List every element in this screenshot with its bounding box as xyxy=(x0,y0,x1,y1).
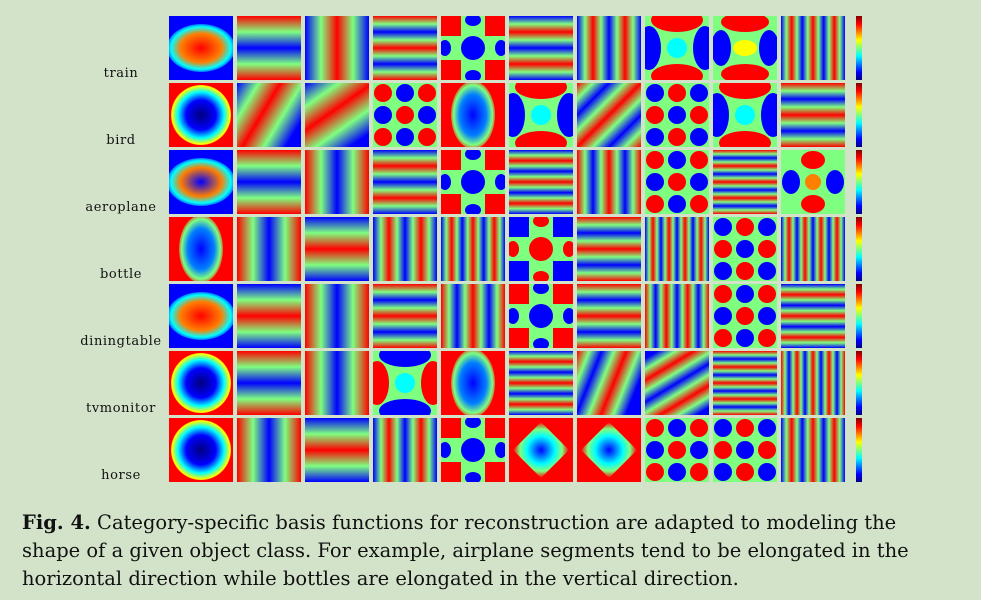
basis-function-tile xyxy=(645,351,709,415)
basis-function-tile xyxy=(509,217,573,281)
basis-function-tile xyxy=(237,351,301,415)
colorbar xyxy=(856,284,862,348)
row-label: bird xyxy=(106,133,136,148)
basis-function-tile xyxy=(373,150,437,214)
row-label: diningtable xyxy=(80,334,162,349)
basis-function-tile xyxy=(577,284,641,348)
basis-function-tile xyxy=(373,217,437,281)
basis-function-tile xyxy=(441,16,505,80)
basis-function-tile xyxy=(237,284,301,348)
basis-function-tile xyxy=(169,217,233,281)
basis-function-tile xyxy=(237,83,301,147)
basis-function-tile xyxy=(577,217,641,281)
basis-function-tile xyxy=(169,16,233,80)
basis-function-tile xyxy=(713,150,777,214)
colorbar xyxy=(856,16,862,80)
basis-function-tile xyxy=(441,83,505,147)
basis-function-tile xyxy=(577,418,641,482)
colorbar xyxy=(856,83,862,147)
figure-caption-text: Category-specific basis functions for re… xyxy=(22,511,909,590)
basis-function-tile xyxy=(373,16,437,80)
basis-function-tile xyxy=(577,16,641,80)
basis-function-tile xyxy=(373,351,437,415)
basis-function-tile xyxy=(169,351,233,415)
basis-function-tile xyxy=(305,150,369,214)
basis-function-tile xyxy=(645,83,709,147)
colorbar xyxy=(856,217,862,281)
basis-function-tile xyxy=(713,418,777,482)
basis-function-tile xyxy=(441,284,505,348)
basis-function-tile xyxy=(781,150,845,214)
colorbar xyxy=(856,418,862,482)
basis-function-tile xyxy=(305,217,369,281)
basis-function-tile xyxy=(645,150,709,214)
basis-function-tile xyxy=(237,16,301,80)
basis-function-figure: train bird aeroplane bottle diningtable tvmon… xyxy=(80,16,862,483)
basis-function-tile xyxy=(441,418,505,482)
basis-function-tile xyxy=(305,16,369,80)
basis-function-tile xyxy=(441,150,505,214)
row-label: bottle xyxy=(99,267,143,282)
figure-caption-label: Fig. 4. xyxy=(22,511,91,534)
basis-function-tile xyxy=(781,16,845,80)
basis-function-tile xyxy=(781,418,845,482)
basis-function-tile xyxy=(645,284,709,348)
basis-function-tile xyxy=(509,418,573,482)
basis-function-tile xyxy=(169,150,233,214)
basis-function-tile xyxy=(781,284,845,348)
figure-caption: Fig. 4. Category-specific basis function… xyxy=(22,509,952,593)
basis-function-tile xyxy=(713,16,777,80)
basis-function-tile xyxy=(645,217,709,281)
basis-function-tile xyxy=(509,16,573,80)
basis-function-tile xyxy=(713,351,777,415)
basis-function-tile xyxy=(237,150,301,214)
basis-function-tile xyxy=(577,150,641,214)
basis-function-tile xyxy=(509,284,573,348)
basis-function-tile xyxy=(373,418,437,482)
basis-function-tile xyxy=(373,83,437,147)
basis-function-tile xyxy=(169,418,233,482)
basis-function-tile xyxy=(577,351,641,415)
basis-function-tile xyxy=(441,351,505,415)
basis-function-tile xyxy=(781,351,845,415)
colorbar xyxy=(856,150,862,214)
basis-function-tile xyxy=(509,150,573,214)
row-label: tvmonitor xyxy=(86,401,156,416)
basis-function-tile xyxy=(509,83,573,147)
basis-function-tile xyxy=(305,83,369,147)
basis-function-tile xyxy=(169,83,233,147)
basis-function-tile xyxy=(305,418,369,482)
basis-function-tile xyxy=(305,351,369,415)
row-label: train xyxy=(103,66,139,81)
basis-function-tile xyxy=(509,351,573,415)
row-label: horse xyxy=(101,468,141,483)
row-label: aeroplane xyxy=(85,200,157,215)
basis-function-tile xyxy=(781,83,845,147)
basis-function-tile xyxy=(645,418,709,482)
basis-function-tile xyxy=(441,217,505,281)
basis-function-tile xyxy=(169,284,233,348)
basis-function-tile xyxy=(713,83,777,147)
basis-function-tile xyxy=(237,418,301,482)
basis-function-tile xyxy=(577,83,641,147)
basis-function-tile xyxy=(713,217,777,281)
basis-function-tile xyxy=(781,217,845,281)
basis-function-tile xyxy=(237,217,301,281)
basis-function-tile xyxy=(713,284,777,348)
basis-function-tile xyxy=(373,284,437,348)
basis-function-tile xyxy=(305,284,369,348)
basis-function-tile xyxy=(645,16,709,80)
colorbar xyxy=(856,351,862,415)
